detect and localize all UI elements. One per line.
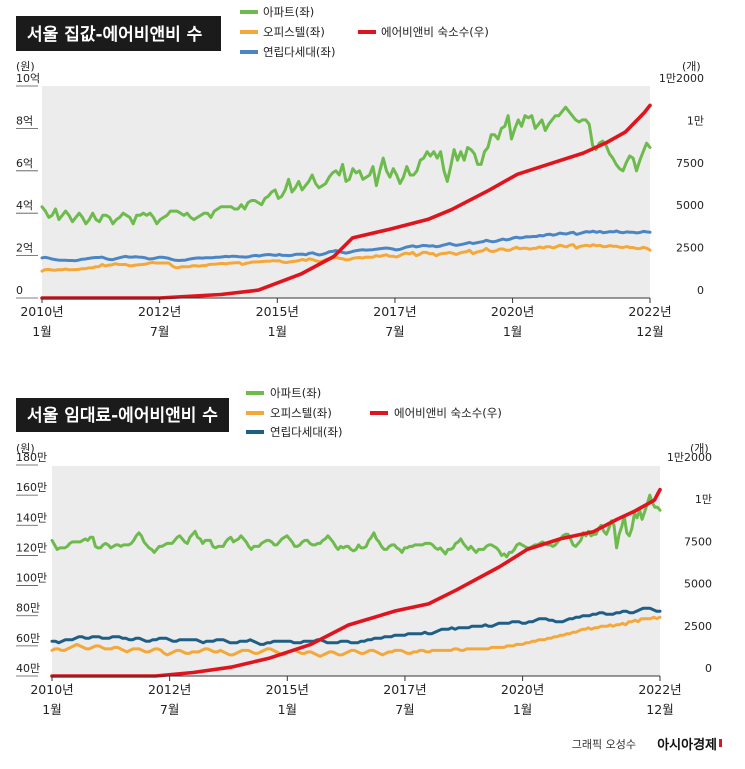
- x-tick-label-month: 12월: [646, 702, 673, 717]
- right-tick-label: 1만2000: [659, 72, 704, 85]
- series-line-apt: [40, 105, 652, 226]
- x-tick-label-year: 2020년: [501, 682, 544, 697]
- chart-1-legend: 아파트(좌) 오피스텔(좌) 연립다세대(좌) 에어비앤비 숙소수(우): [240, 5, 489, 59]
- right-tick-label: 7500: [684, 535, 712, 548]
- x-tick-label-month: 1월: [503, 324, 522, 339]
- x-tick-label-month: 7월: [150, 324, 169, 339]
- brand-mark-icon: [719, 739, 722, 747]
- chart-1-area-fill: [42, 86, 650, 298]
- chart-2-area-fill: [52, 466, 660, 676]
- x-tick-label-month: 1월: [42, 702, 61, 717]
- right-tick-label: 0: [697, 284, 704, 297]
- right-tick-label: 1만: [687, 114, 704, 127]
- x-tick-label-month: 7월: [160, 702, 179, 717]
- chart-2-right-ticks: 1만2000 1만 7500 5000 2500 0: [667, 451, 712, 675]
- chart-2-title: 서울 임대료-에어비앤비 수: [27, 405, 218, 426]
- x-tick-label-year: 2015년: [256, 304, 299, 319]
- left-tick-label: 40만: [16, 662, 40, 675]
- left-tick-label: 120만: [16, 541, 47, 554]
- credit-brand: 아시아경제: [657, 737, 717, 753]
- chart-1-title-box: [16, 16, 221, 51]
- chart-2-series-lines: [50, 487, 662, 678]
- chart-2-x-ticks: 2010년 1월 2012년 7월 2015년 1월 2017년 7월 2020년 1월 2022년…: [30, 676, 682, 717]
- right-tick-label: 5000: [676, 199, 704, 212]
- credit-prefix: 그래픽 오성수: [572, 738, 636, 751]
- chart-2: 서울 임대료-에어비앤비 수 아파트(좌) 오피스텔(좌) 연립다세대(좌) 에…: [16, 386, 712, 717]
- right-tick-label: 5000: [684, 578, 712, 591]
- x-tick-label-year: 2010년: [30, 682, 73, 697]
- credit: 그래픽 오성수 아시아경제: [572, 737, 722, 753]
- x-tick-label-year: 2022년: [628, 304, 671, 319]
- series-line-officetel: [40, 243, 652, 273]
- chart-1-right-ticks: 1만2000 1만 7500 5000 2500 0: [659, 72, 704, 297]
- legend-2-label-airbnb: 에어비앤비 숙소수(우): [394, 406, 502, 420]
- chart-2-right-unit: (개): [690, 442, 709, 455]
- chart-2-title-box: [16, 398, 229, 432]
- left-tick-label: 80만: [16, 602, 40, 615]
- series-line-airbnb: [40, 103, 652, 300]
- chart-1-series-lines: [40, 103, 652, 300]
- x-tick-label-year: 2012년: [138, 304, 181, 319]
- chart-1-right-unit: (개): [682, 60, 701, 73]
- x-tick-label-year: 2012년: [148, 682, 191, 697]
- chart-1-title: 서울 집값-에어비앤비 수: [27, 25, 203, 45]
- chart-2-left-ticks: 180만 160만 140만 120만 100만 80만 60만 40만: [16, 451, 47, 677]
- chart-1: 서울 집값-에어비앤비 수 아파트(좌) 오피스텔(좌) 연립다세대(좌) 에어…: [16, 5, 704, 339]
- left-tick-label: 0: [16, 284, 23, 297]
- right-tick-label: 7500: [676, 157, 704, 170]
- chart-1-left-ticks: 10억 8억 6억 4억 2억 0: [16, 72, 40, 299]
- x-tick-label-month: 7월: [385, 324, 404, 339]
- legend-2-label-apt: 아파트(좌): [270, 386, 321, 400]
- x-tick-label-year: 2017년: [373, 304, 416, 319]
- right-tick-label: 0: [705, 662, 712, 675]
- x-tick-label-month: 1월: [32, 324, 51, 339]
- left-tick-label: 100만: [16, 572, 47, 585]
- chart-2-legend: 아파트(좌) 오피스텔(좌) 연립다세대(좌) 에어비앤비 숙소수(우): [246, 386, 502, 439]
- legend-1-label-airbnb: 에어비앤비 숙소수(우): [381, 25, 489, 39]
- legend-2-label-villa: 연립다세대(좌): [270, 425, 342, 439]
- x-tick-label-month: 1월: [268, 324, 287, 339]
- series-line-villa: [40, 229, 652, 263]
- legend-1-label-officetel: 오피스텔(좌): [263, 25, 325, 39]
- plot-background: [52, 466, 660, 676]
- x-tick-label-year: 2022년: [638, 682, 681, 697]
- left-tick-label: 6억: [16, 157, 33, 170]
- series-line-officetel: [50, 615, 662, 658]
- right-tick-label: 1만2000: [667, 451, 712, 464]
- left-tick-label: 8억: [16, 114, 33, 127]
- x-tick-label-year: 2020년: [491, 304, 534, 319]
- x-tick-label-year: 2017년: [383, 682, 426, 697]
- x-tick-label-month: 7월: [395, 702, 414, 717]
- left-tick-label: 60만: [16, 632, 40, 645]
- right-tick-label: 1만: [695, 493, 712, 506]
- legend-2-label-officetel: 오피스텔(좌): [270, 406, 332, 420]
- right-tick-label: 2500: [684, 620, 712, 633]
- plot-background: [42, 86, 650, 298]
- series-line-airbnb: [50, 487, 662, 678]
- left-tick-label: 160만: [16, 481, 47, 494]
- left-tick-label: 4억: [16, 199, 33, 212]
- legend-1-label-villa: 연립다세대(좌): [263, 45, 335, 59]
- left-tick-label: 180만: [16, 451, 47, 464]
- x-tick-label-month: 12월: [636, 324, 663, 339]
- x-tick-label-year: 2010년: [20, 304, 63, 319]
- left-tick-label: 2억: [16, 242, 33, 255]
- legend-1-label-apt: 아파트(좌): [263, 5, 314, 19]
- left-tick-label: 140만: [16, 511, 47, 524]
- x-tick-label-month: 1월: [278, 702, 297, 717]
- x-tick-label-year: 2015년: [266, 682, 309, 697]
- chart-2-left-unit: (원): [16, 442, 35, 455]
- left-tick-label: 10억: [16, 72, 40, 85]
- x-tick-label-month: 1월: [513, 702, 532, 717]
- right-tick-label: 2500: [676, 242, 704, 255]
- series-line-villa: [50, 606, 662, 646]
- chart-1-left-unit: (원): [16, 60, 35, 73]
- chart-1-x-ticks: 2010년 1월 2012년 7월 2015년 1월 2017년 7월 2020년 1월 2022년…: [20, 298, 672, 339]
